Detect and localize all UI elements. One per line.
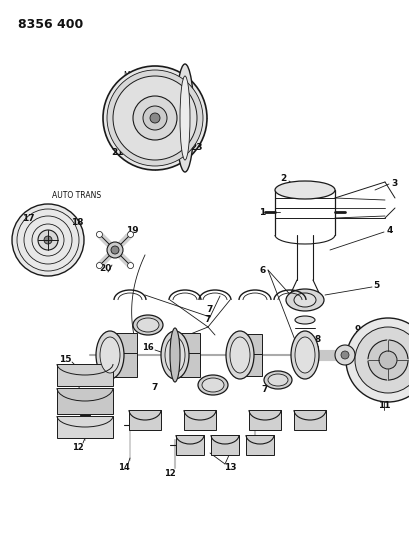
Text: 21: 21: [112, 148, 124, 157]
Circle shape: [44, 236, 52, 244]
Circle shape: [345, 318, 409, 402]
Circle shape: [113, 76, 196, 160]
Circle shape: [133, 96, 177, 140]
Text: 20: 20: [99, 263, 111, 272]
Circle shape: [150, 113, 160, 123]
Circle shape: [96, 263, 102, 269]
Ellipse shape: [137, 318, 159, 332]
Ellipse shape: [133, 315, 163, 335]
Text: 13: 13: [223, 464, 236, 472]
Text: 19: 19: [126, 225, 138, 235]
Circle shape: [107, 242, 123, 258]
Polygon shape: [245, 435, 273, 455]
Ellipse shape: [198, 375, 227, 395]
Text: 6: 6: [259, 265, 265, 274]
Polygon shape: [184, 410, 216, 430]
Ellipse shape: [274, 181, 334, 199]
Text: 16: 16: [142, 343, 153, 351]
Circle shape: [103, 66, 207, 170]
Circle shape: [38, 230, 58, 250]
Text: 8: 8: [314, 335, 320, 344]
Text: 17: 17: [22, 214, 34, 222]
Ellipse shape: [96, 331, 124, 379]
Polygon shape: [237, 354, 261, 376]
Text: MAN. TRANS: MAN. TRANS: [124, 70, 171, 79]
Ellipse shape: [225, 331, 254, 379]
Text: AUTO TRANS: AUTO TRANS: [52, 190, 101, 199]
Text: 23: 23: [190, 142, 203, 151]
Polygon shape: [113, 333, 137, 367]
Polygon shape: [248, 410, 280, 430]
Text: 7: 7: [204, 316, 211, 325]
Text: 2: 2: [279, 174, 285, 182]
Text: 1: 1: [258, 207, 265, 216]
Text: 12: 12: [254, 448, 265, 457]
Circle shape: [12, 204, 84, 276]
Polygon shape: [113, 353, 137, 377]
Circle shape: [127, 231, 133, 237]
Ellipse shape: [164, 337, 184, 373]
Polygon shape: [57, 388, 113, 414]
Polygon shape: [175, 353, 200, 377]
Ellipse shape: [180, 76, 189, 160]
Ellipse shape: [229, 337, 249, 373]
Polygon shape: [175, 333, 200, 367]
Ellipse shape: [161, 331, 189, 379]
Ellipse shape: [100, 337, 120, 373]
Ellipse shape: [175, 64, 193, 172]
Polygon shape: [293, 410, 325, 430]
Circle shape: [367, 340, 407, 380]
Text: 4: 4: [386, 225, 392, 235]
Text: 7: 7: [206, 305, 213, 314]
Ellipse shape: [263, 371, 291, 389]
Polygon shape: [175, 435, 204, 455]
Text: 18: 18: [71, 217, 83, 227]
Polygon shape: [237, 334, 261, 366]
Text: 12: 12: [164, 470, 175, 479]
Circle shape: [354, 327, 409, 393]
Ellipse shape: [293, 293, 315, 307]
Circle shape: [334, 345, 354, 365]
Text: 9: 9: [354, 326, 360, 335]
Ellipse shape: [267, 374, 287, 386]
Text: 7: 7: [261, 385, 267, 394]
Text: 22: 22: [151, 74, 164, 83]
Circle shape: [111, 246, 119, 254]
Polygon shape: [57, 364, 113, 386]
Text: 5: 5: [372, 280, 378, 289]
Circle shape: [96, 231, 102, 237]
Polygon shape: [57, 416, 113, 438]
Ellipse shape: [170, 328, 180, 382]
Text: 14: 14: [118, 464, 130, 472]
Text: 15: 15: [58, 356, 71, 365]
Text: 10: 10: [363, 356, 375, 365]
Text: 12: 12: [72, 442, 84, 451]
Circle shape: [143, 106, 166, 130]
Text: 11: 11: [377, 400, 389, 409]
Ellipse shape: [290, 331, 318, 379]
Text: 3: 3: [391, 179, 397, 188]
Circle shape: [127, 263, 133, 269]
Circle shape: [340, 351, 348, 359]
Text: 7: 7: [151, 384, 158, 392]
Circle shape: [378, 351, 396, 369]
Ellipse shape: [294, 337, 314, 373]
Ellipse shape: [202, 378, 223, 392]
Circle shape: [107, 70, 202, 166]
Text: 8356 400: 8356 400: [18, 18, 83, 31]
Polygon shape: [129, 410, 161, 430]
Polygon shape: [211, 435, 238, 455]
Ellipse shape: [285, 289, 323, 311]
Ellipse shape: [294, 316, 314, 324]
